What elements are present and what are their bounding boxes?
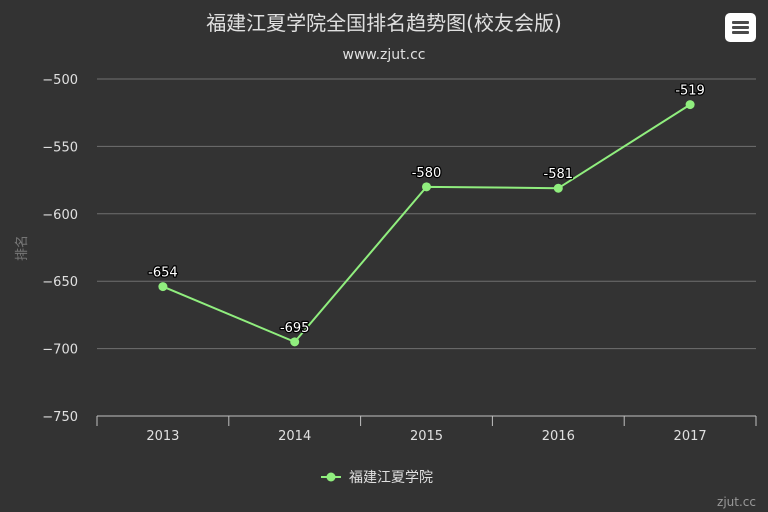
chart-subtitle: www.zjut.cc xyxy=(343,47,426,63)
y-tick-label: −600 xyxy=(42,208,78,223)
y-tick-label: −550 xyxy=(42,140,78,155)
data-label: -580 xyxy=(412,166,442,181)
data-label: -695 xyxy=(280,321,310,336)
series-line xyxy=(162,103,691,343)
y-axis-ticks: −500 −550 −600 −650 −700 −750 xyxy=(42,73,78,425)
chart-title: 福建江夏学院全国排名趋势图(校友会版) xyxy=(206,11,562,35)
data-label: -519 xyxy=(675,84,705,99)
y-gridlines xyxy=(97,78,756,417)
x-tick-label: 2016 xyxy=(542,429,575,444)
y-tick-label: −650 xyxy=(42,275,78,290)
y-tick-label: −700 xyxy=(42,343,78,358)
legend-marker-icon xyxy=(326,472,336,482)
series-rank xyxy=(158,100,695,347)
data-labels: -654 -695 -580 -581 -519 xyxy=(147,82,706,337)
x-tick-label: 2013 xyxy=(146,429,179,444)
legend-item-label[interactable]: 福建江夏学院 xyxy=(349,470,433,486)
x-tick-label: 2014 xyxy=(278,429,311,444)
x-tick-label: 2017 xyxy=(674,429,707,444)
y-tick-label: −750 xyxy=(42,410,78,425)
data-label: -654 xyxy=(148,266,178,281)
credits-link[interactable]: zjut.cc xyxy=(717,495,756,509)
legend[interactable]: 福建江夏学院 xyxy=(321,470,433,486)
data-label: -581 xyxy=(544,167,574,182)
x-tick-label: 2015 xyxy=(410,429,443,444)
data-point[interactable] xyxy=(685,100,695,110)
data-point[interactable] xyxy=(553,183,563,193)
x-axis: 2013 2014 2015 2016 2017 xyxy=(96,415,757,444)
y-tick-label: −500 xyxy=(42,73,78,88)
data-point[interactable] xyxy=(422,182,431,192)
y-axis-title: 排名 xyxy=(14,235,30,261)
data-point[interactable] xyxy=(290,337,300,347)
context-menu-button[interactable] xyxy=(725,13,756,42)
data-point[interactable] xyxy=(158,282,168,292)
